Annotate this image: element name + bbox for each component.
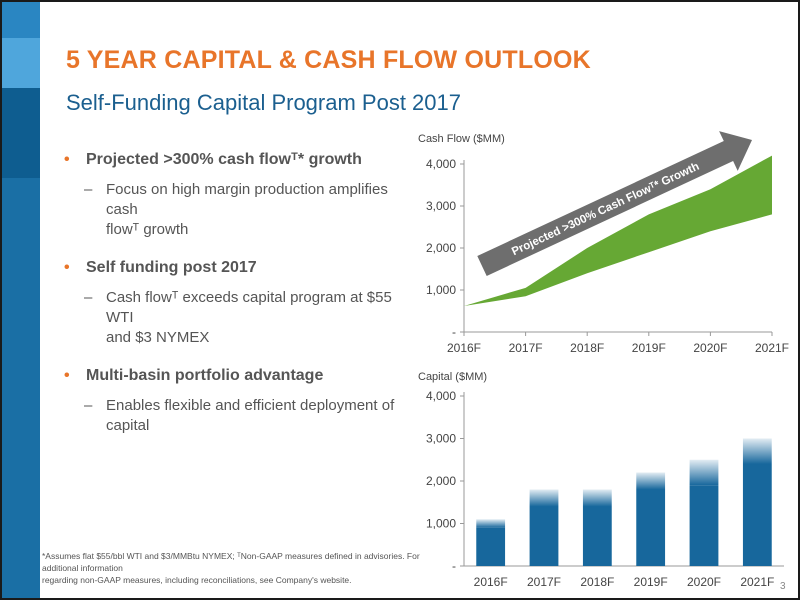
capital-bar-range bbox=[529, 489, 559, 507]
capital-bar-range bbox=[689, 459, 719, 486]
capital-chart: Capital ($MM) - 1,000 2,000 3,000 4,000 2016F 2… bbox=[418, 371, 784, 589]
footnote-line: regarding non-GAAP measures, including r… bbox=[42, 575, 352, 585]
slide-title: 5 YEAR CAPITAL & CASH FLOW OUTLOOK bbox=[66, 46, 591, 74]
y-tick-label: 2,000 bbox=[426, 474, 456, 488]
capital-bar bbox=[476, 527, 506, 566]
dash-marker: – bbox=[84, 181, 93, 198]
footnote: *Assumes flat $55/bbl WTI and $3/MMBtu N… bbox=[42, 550, 442, 586]
growth-arrow bbox=[477, 131, 752, 276]
footnote-line: *Assumes flat $55/bbl WTI and $3/MMBtu N… bbox=[42, 551, 420, 573]
sub-bullet-line: capital bbox=[106, 417, 150, 434]
bullet-item: • Self funding post 2017 bbox=[62, 258, 402, 278]
sub-bullet-line: and $3 NYMEX bbox=[106, 329, 210, 346]
bullet-dot: • bbox=[64, 367, 70, 384]
bullet-item: • Projected >300% cash flowᵀ* growth bbox=[62, 150, 402, 170]
y-tick-label: 1,000 bbox=[426, 517, 456, 531]
x-tick-label: 2017F bbox=[509, 341, 543, 355]
x-tick-label: 2019F bbox=[632, 341, 666, 355]
sub-bullet-item: – Enables flexible and efficient deployme… bbox=[62, 396, 402, 436]
bullet-list: • Projected >300% cash flowᵀ* growth – Foc… bbox=[62, 150, 402, 436]
capital-bar bbox=[529, 506, 559, 566]
dash-marker: – bbox=[84, 289, 93, 306]
sub-bullet-item: – Cash flowᵀ exceeds capital program at $… bbox=[62, 288, 402, 348]
accent-band bbox=[2, 88, 40, 178]
x-tick-label: 2017F bbox=[527, 575, 561, 589]
x-tick-label: 2018F bbox=[580, 575, 614, 589]
y-tick-label: 3,000 bbox=[426, 432, 456, 446]
capital-bar bbox=[689, 485, 719, 566]
y-tick-label: 3,000 bbox=[426, 199, 456, 213]
dash-marker: – bbox=[84, 397, 93, 414]
sub-bullet-line: Enables flexible and efficient deploymen… bbox=[106, 397, 395, 414]
y-tick-label: - bbox=[452, 325, 456, 339]
sub-bullet-item: – Focus on high margin production amplifi… bbox=[62, 180, 402, 240]
bullet-dot: • bbox=[64, 259, 70, 276]
accent-band bbox=[2, 2, 40, 38]
x-tick-label: 2021F bbox=[755, 341, 789, 355]
x-tick-label: 2020F bbox=[693, 341, 727, 355]
bullet-text: Self funding post 2017 bbox=[86, 259, 257, 276]
sub-bullet-line: Cash flowᵀ exceeds capital program at $5… bbox=[106, 289, 392, 326]
y-tick-label: - bbox=[452, 559, 456, 573]
slide-subtitle: Self-Funding Capital Program Post 2017 bbox=[66, 90, 461, 115]
sub-bullet-line: flowᵀ growth bbox=[106, 221, 189, 238]
y-axis-label: Capital ($MM) bbox=[418, 371, 487, 383]
cash-flow-chart: Cash Flow ($MM) - 1,000 2,000 3,000 4,000 2016… bbox=[418, 131, 789, 355]
capital-bar bbox=[742, 464, 772, 566]
x-tick-label: 2018F bbox=[570, 341, 604, 355]
x-tick-label: 2019F bbox=[634, 575, 668, 589]
y-tick-label: 2,000 bbox=[426, 241, 456, 255]
page-number: 3 bbox=[780, 581, 786, 592]
bullet-item: • Multi-basin portfolio advantage bbox=[62, 366, 402, 386]
bullet-text: Multi-basin portfolio advantage bbox=[86, 367, 324, 384]
y-tick-label: 4,000 bbox=[426, 389, 456, 403]
capital-bar-range bbox=[742, 438, 772, 464]
y-axis-label: Cash Flow ($MM) bbox=[418, 133, 505, 145]
x-tick-label: 2016F bbox=[474, 575, 508, 589]
x-tick-label: 2021F bbox=[740, 575, 774, 589]
x-tick-label: 2016F bbox=[447, 341, 481, 355]
bullet-text: Projected >300% cash flowᵀ* growth bbox=[86, 151, 362, 168]
accent-band bbox=[2, 178, 40, 598]
capital-bar-range bbox=[582, 489, 612, 507]
accent-band bbox=[2, 38, 40, 88]
left-accent-bar bbox=[2, 2, 40, 598]
x-tick-label: 2020F bbox=[687, 575, 721, 589]
capital-bar-range bbox=[636, 472, 666, 490]
capital-bar bbox=[636, 489, 666, 566]
y-tick-label: 1,000 bbox=[426, 283, 456, 297]
y-tick-label: 4,000 bbox=[426, 157, 456, 171]
cash-flow-area bbox=[464, 155, 772, 306]
capital-bar bbox=[582, 506, 612, 566]
capital-bar-range bbox=[476, 519, 506, 528]
bullet-dot: • bbox=[64, 151, 70, 168]
sub-bullet-line: Focus on high margin production amplifie… bbox=[106, 181, 388, 218]
